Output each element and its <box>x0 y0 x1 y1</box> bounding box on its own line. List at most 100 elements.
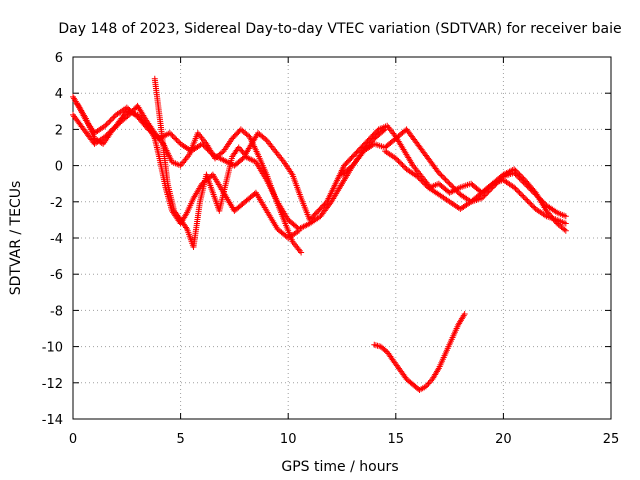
data-point <box>521 195 528 202</box>
y-tick-label: -8 <box>50 304 63 319</box>
data-point <box>102 122 109 129</box>
data-point <box>445 179 452 186</box>
data-point <box>415 174 422 181</box>
data-point <box>104 120 111 127</box>
data-point <box>135 113 142 120</box>
chart-title: Day 148 of 2023, Sidereal Day-to-day VTE… <box>58 21 621 37</box>
y-tick-label: 0 <box>55 160 63 175</box>
data-point <box>438 172 445 179</box>
data-point <box>515 173 522 180</box>
data-point <box>519 192 526 199</box>
data-point <box>529 203 536 210</box>
series-track-g <box>382 148 569 227</box>
data-point <box>525 184 532 191</box>
data-point <box>454 188 461 195</box>
data-point <box>451 186 458 193</box>
data-point <box>170 134 177 141</box>
data-point <box>513 187 520 194</box>
data-point <box>512 171 519 178</box>
data-point <box>219 149 226 156</box>
data-point <box>532 191 539 198</box>
data-point <box>98 139 105 146</box>
data-point <box>520 179 527 186</box>
data-point <box>453 187 460 194</box>
data-point <box>528 187 535 194</box>
series-track-e <box>339 126 569 220</box>
data-point <box>512 185 519 192</box>
data-point <box>536 195 543 202</box>
data-point <box>262 136 269 143</box>
series-track-d <box>151 75 569 251</box>
data-point <box>528 201 535 208</box>
data-point <box>529 188 536 195</box>
data-point <box>450 184 457 191</box>
y-axis-title: SDTVAR / TECUs <box>8 181 24 296</box>
x-tick-label: 15 <box>388 432 405 447</box>
data-point <box>398 160 405 167</box>
data-point <box>527 186 534 193</box>
data-point <box>295 227 302 234</box>
data-point <box>515 188 522 195</box>
data-point <box>109 115 116 122</box>
x-tick-label: 25 <box>603 432 620 447</box>
data-point <box>425 380 432 387</box>
data-point <box>488 181 495 188</box>
data-point <box>166 130 173 137</box>
y-tick-label: -12 <box>42 377 63 392</box>
data-point <box>523 182 530 189</box>
data-point <box>521 180 528 187</box>
data-point <box>562 227 569 234</box>
data-point <box>538 196 545 203</box>
y-tick-label: -6 <box>50 268 63 283</box>
data-point <box>446 180 453 187</box>
y-tick-label: 4 <box>55 87 63 102</box>
data-point <box>513 172 520 179</box>
data-point <box>461 311 468 318</box>
data-point <box>395 158 402 165</box>
data-point <box>235 144 242 151</box>
data-point <box>169 132 176 139</box>
data-point <box>238 147 245 154</box>
grid-lines <box>73 57 611 419</box>
data-point <box>399 162 406 169</box>
data-point <box>442 176 449 183</box>
data-point <box>419 178 426 185</box>
data-point <box>531 190 538 197</box>
data-point <box>441 175 448 182</box>
data-point <box>422 181 429 188</box>
data-point <box>107 117 114 124</box>
data-point <box>394 156 401 163</box>
data-point <box>435 169 442 176</box>
data-point <box>535 194 542 201</box>
data-point <box>168 131 175 138</box>
data-point <box>417 176 424 183</box>
data-point <box>449 183 456 190</box>
data-point <box>562 213 569 220</box>
data-point <box>534 192 541 199</box>
series-track-a <box>70 93 389 232</box>
y-tick-label: 6 <box>55 51 63 66</box>
data-point <box>414 173 421 180</box>
data-point <box>525 199 532 206</box>
data-points <box>70 75 569 394</box>
y-tick-label: -10 <box>42 341 63 356</box>
data-point <box>523 196 530 203</box>
data-point <box>426 379 433 386</box>
data-point <box>527 200 534 207</box>
data-point <box>480 193 487 200</box>
x-tick-label: 10 <box>280 432 297 447</box>
data-point <box>396 159 403 166</box>
y-tick-label: -14 <box>42 413 63 428</box>
data-point <box>524 197 531 204</box>
axis-ticks: 0 5 10 15 20 25 -14 -12 -10 -8 -6 -4 -2 0 2 4 6 <box>42 51 620 447</box>
data-point <box>392 155 399 162</box>
series-track-c <box>74 101 305 256</box>
y-tick-label: 2 <box>55 123 63 138</box>
data-point <box>134 111 141 118</box>
data-point <box>110 114 117 121</box>
x-tick-label: 5 <box>176 432 184 447</box>
data-point <box>106 118 113 125</box>
data-point <box>519 177 526 184</box>
data-point <box>520 193 527 200</box>
